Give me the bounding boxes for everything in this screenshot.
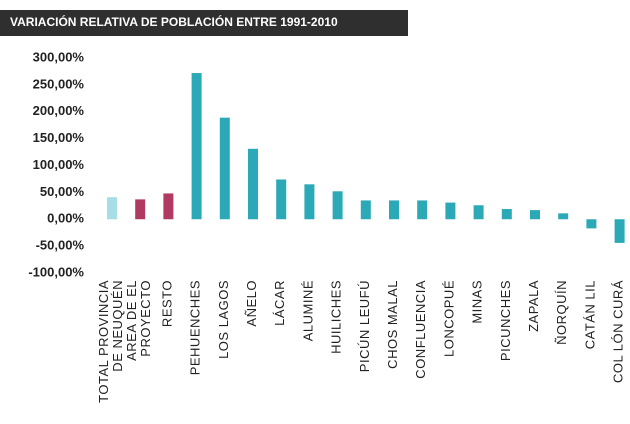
bar [473, 205, 484, 220]
x-tick-label: COL LÓN CURÁ [611, 280, 626, 383]
bar [360, 200, 371, 220]
bar [191, 73, 202, 220]
chart-title: VARIACIÓN RELATIVA DE POBLACIÓN ENTRE 19… [10, 14, 338, 29]
y-tick-label: -50,00% [36, 238, 85, 253]
bar [332, 191, 343, 220]
bar [445, 202, 456, 220]
x-tick-label: PICÚN LEUFÚ [357, 280, 372, 372]
bar [276, 179, 287, 220]
title-box [0, 10, 408, 36]
bar [530, 210, 540, 220]
x-tick-label: MINAS [470, 280, 485, 324]
bar [107, 197, 117, 220]
y-tick-label: 0,00% [47, 211, 84, 226]
y-tick-label: 250,00% [33, 76, 85, 91]
x-tick-label: PEHUENCHES [188, 280, 203, 375]
x-tick-label: LOS LAGOS [216, 280, 231, 359]
y-tick-label: 150,00% [33, 130, 85, 145]
x-tick-label: LONCOPUÉ [442, 280, 457, 357]
y-tick-label: 300,00% [33, 49, 85, 64]
y-tick-label: 200,00% [33, 103, 85, 118]
x-tick-label: ZAPALA [526, 280, 541, 332]
y-tick-label: -100,00% [28, 264, 84, 279]
bar [163, 193, 174, 220]
x-tick-label: CHOS MALAL [385, 280, 400, 369]
bar [614, 219, 625, 243]
y-tick-label: 50,00% [40, 184, 85, 199]
y-tick-label: 100,00% [33, 157, 85, 172]
bar [417, 200, 428, 220]
x-tick-label: PICUNCHES [498, 280, 513, 361]
x-tick-label: CATÁN LIL [583, 280, 598, 349]
x-tick-label: TOTAL PROVINCIADE NEUQUÉN [96, 280, 125, 403]
x-tick-label: ALUMINÉ [301, 280, 316, 341]
bar [389, 200, 399, 220]
x-tick-label: AREA DE ELPROYECTO [125, 280, 154, 361]
x-tick-label: ÑORQUÍN [555, 280, 570, 345]
x-tick-label: CONFLUENCIA [414, 280, 429, 379]
bar [586, 219, 597, 229]
bar [501, 209, 512, 220]
bar [135, 199, 146, 220]
x-tick-label: LÁCAR [273, 280, 288, 326]
bar [219, 117, 230, 220]
bar [304, 184, 315, 220]
bar [248, 148, 258, 220]
bar [558, 213, 569, 220]
x-tick-label: AÑELO [244, 280, 259, 327]
x-tick-label: RESTO [160, 280, 175, 327]
x-tick-label: HUILICHES [329, 280, 344, 354]
